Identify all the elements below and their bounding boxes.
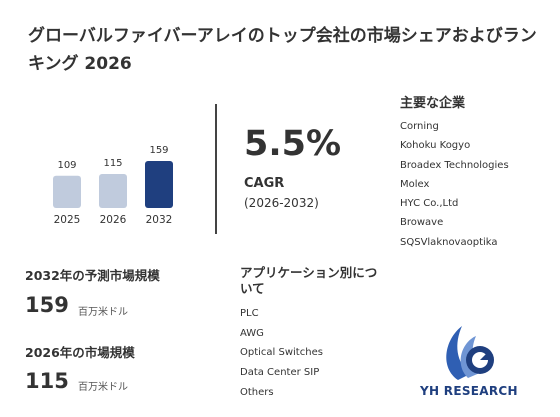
bar-category-label: 2026 [100, 214, 127, 226]
vertical-divider [215, 104, 217, 234]
market-2026-unit: 百万米ドル [78, 382, 128, 393]
cagr-value: 5.5% [244, 124, 342, 164]
company-item: Corning [400, 121, 439, 132]
page-title: グローバルファイバーアレイのトップ会社の市場シェアおよびランキング 2026 [28, 26, 537, 74]
bar-category-label: 2032 [146, 214, 173, 226]
bar-2026 [99, 174, 127, 208]
company-item: Broadex Technologies [400, 159, 509, 171]
bar-value-label: 115 [103, 158, 122, 169]
forecast-2032-label: 2032年の予測市場規模 [25, 268, 160, 283]
market-2026-label: 2026年の市場規模 [25, 345, 135, 360]
application-item: AWG [240, 327, 264, 339]
market-size-bar-chart: 109 2025 115 2026 159 2032 [53, 145, 173, 226]
forecast-2032-value: 159 [25, 293, 69, 317]
companies-title: 主要な企業 [400, 96, 466, 111]
yh-research-logo-icon [446, 326, 494, 380]
bar-category-label: 2025 [54, 214, 81, 226]
company-item: SQSVlaknovaoptika [400, 236, 498, 248]
application-item: PLC [240, 308, 259, 319]
application-item: Optical Switches [240, 347, 323, 359]
market-2026-value: 115 [25, 369, 69, 393]
forecast-2032-unit: 百万米ドル [78, 307, 128, 318]
company-item: Molex [400, 178, 430, 190]
application-item: Others [240, 386, 274, 398]
companies-list: Corning Kohoku Kogyo Broadex Technologie… [400, 117, 509, 252]
bar-value-label: 109 [57, 160, 76, 171]
company-item: HYC Co.,Ltd [400, 198, 459, 210]
application-item: Data Center SIP [240, 367, 320, 379]
bar-2025 [53, 175, 81, 208]
company-item: Browave [400, 217, 444, 229]
applications-list: PLC AWG Optical Switches Data Center SIP… [240, 304, 323, 402]
cagr-period: (2026-2032) [244, 196, 319, 210]
company-item: Kohoku Kogyo [400, 140, 471, 152]
applications-title: アプリケーション別について [240, 265, 378, 296]
logo-text: YH RESEARCH [420, 384, 518, 398]
bar-2032 [145, 161, 173, 208]
cagr-label: CAGR [244, 176, 285, 191]
bar-value-label: 159 [149, 145, 168, 156]
